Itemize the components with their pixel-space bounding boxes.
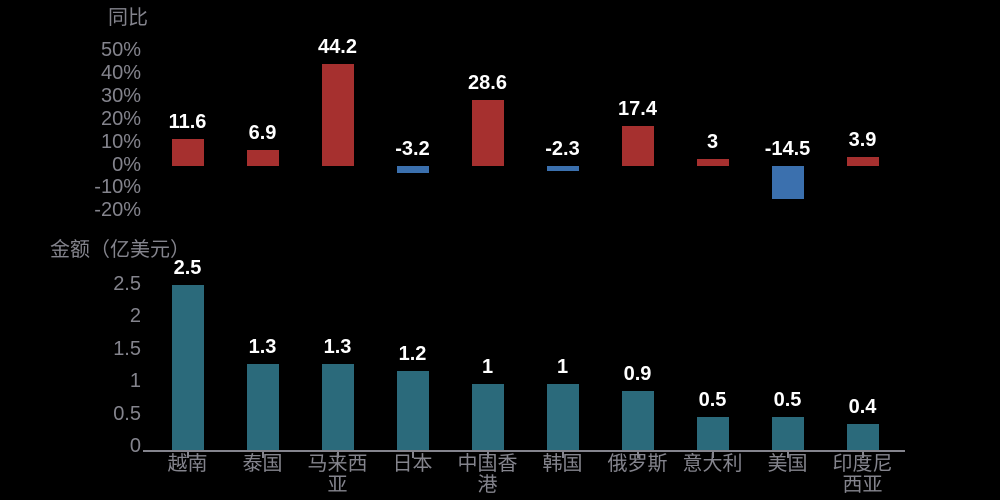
y-axis-label: 1 — [129, 370, 141, 392]
bar-value-label: -3.2 — [395, 138, 430, 160]
x-axis-label-line: 俄罗斯 — [607, 453, 668, 475]
x-axis-label-line: 韩国 — [542, 453, 583, 475]
x-axis-line — [143, 450, 905, 452]
y-axis-label: 2 — [129, 305, 141, 327]
x-axis-label-line: 日本 — [392, 453, 433, 475]
bar — [246, 364, 279, 450]
bar-value-label: 2.5 — [173, 257, 202, 279]
bar — [246, 150, 279, 166]
x-axis-label-line: 泰国 — [242, 453, 283, 475]
bar — [546, 166, 579, 171]
x-axis-label: 意大利 — [675, 454, 750, 475]
y-axis-label: 20% — [100, 107, 141, 130]
x-axis-label: 中国香港 — [450, 454, 525, 496]
x-axis-label-line: 意大利 — [682, 453, 743, 475]
x-axis-tick — [636, 452, 639, 458]
bar-value-label: 1.3 — [323, 336, 352, 358]
bar — [396, 166, 429, 173]
x-axis-tick — [411, 452, 414, 458]
x-axis-tick — [486, 452, 489, 458]
bar — [321, 64, 354, 166]
bar — [546, 384, 579, 450]
x-axis-label-line: 印度尼 — [832, 453, 893, 475]
bar — [696, 417, 729, 450]
bar — [846, 424, 879, 450]
x-axis-label-line: 美国 — [767, 453, 808, 475]
bar-value-label: 44.2 — [318, 36, 357, 58]
bar-value-label: 1.2 — [398, 343, 427, 365]
y-axis-label: 30% — [100, 84, 141, 107]
bar-value-label: 1.3 — [248, 336, 277, 358]
y-axis-label: -20% — [94, 199, 141, 222]
x-axis-label: 马来西亚 — [300, 454, 375, 496]
y-axis-label: 40% — [100, 61, 141, 84]
bar — [396, 371, 429, 450]
x-axis-label-line: 马来西 — [307, 453, 368, 475]
x-axis-label-line: 中国香 — [457, 453, 518, 475]
bar — [846, 157, 879, 166]
bar-value-label: 0.5 — [773, 389, 802, 411]
bar — [771, 417, 804, 450]
bar-value-label: 6.9 — [248, 122, 277, 144]
x-axis-tick — [861, 452, 864, 458]
bar-value-label: 17.4 — [618, 98, 657, 120]
x-axis-label: 日本 — [375, 454, 450, 475]
bar-value-label: 0.5 — [698, 389, 727, 411]
y-axis-label: 10% — [100, 130, 141, 153]
bar-value-label: 3 — [706, 131, 719, 153]
bar-value-label: 1 — [556, 356, 569, 378]
x-axis-tick — [186, 452, 189, 458]
y-axis-label: 0% — [112, 153, 141, 176]
x-axis-tick — [786, 452, 789, 458]
bar — [621, 126, 654, 166]
yoy-chart-title: 同比 — [108, 7, 148, 29]
bar-value-label: -14.5 — [764, 138, 811, 160]
bar-value-label: 0.9 — [623, 363, 652, 385]
bar-value-label: 28.6 — [468, 72, 507, 94]
x-axis-label-line: 港 — [477, 474, 498, 496]
y-axis-label: 1.5 — [113, 337, 141, 360]
y-axis-label: -10% — [94, 176, 141, 199]
bar — [471, 100, 504, 166]
x-axis-label: 俄罗斯 — [600, 454, 675, 475]
bar — [171, 285, 204, 450]
bar-value-label: 1 — [481, 356, 494, 378]
bar — [471, 384, 504, 450]
x-axis-label-line: 越南 — [167, 453, 208, 475]
x-axis-label-line: 亚 — [327, 474, 348, 496]
x-axis-tick — [261, 452, 264, 458]
bar-value-label: 11.6 — [168, 111, 207, 133]
y-axis-label: 50% — [100, 39, 141, 61]
bar — [621, 391, 654, 450]
y-axis-label: 0 — [129, 435, 141, 457]
x-axis-label-line: 西亚 — [842, 474, 883, 496]
bar-value-label: -2.3 — [545, 138, 580, 160]
bar — [696, 159, 729, 166]
x-axis-tick — [711, 452, 714, 458]
x-axis-label: 美国 — [750, 454, 825, 475]
bar-value-label: 3.9 — [848, 129, 877, 151]
amount-chart-title: 金额（亿美元） — [50, 239, 190, 261]
x-axis-label: 印度尼 西亚 — [825, 454, 900, 496]
y-axis-label: 2.5 — [113, 272, 141, 295]
bar-value-label: 0.4 — [848, 396, 877, 418]
x-axis-tick — [561, 452, 564, 458]
x-axis-tick — [336, 452, 339, 458]
x-axis-label: 韩国 — [525, 454, 600, 475]
y-axis-label: 0.5 — [113, 402, 141, 425]
bar — [171, 139, 204, 166]
bar — [321, 364, 354, 450]
x-axis-label: 越南 — [150, 454, 225, 475]
bar — [771, 166, 804, 199]
x-axis-label: 泰国 — [225, 454, 300, 475]
